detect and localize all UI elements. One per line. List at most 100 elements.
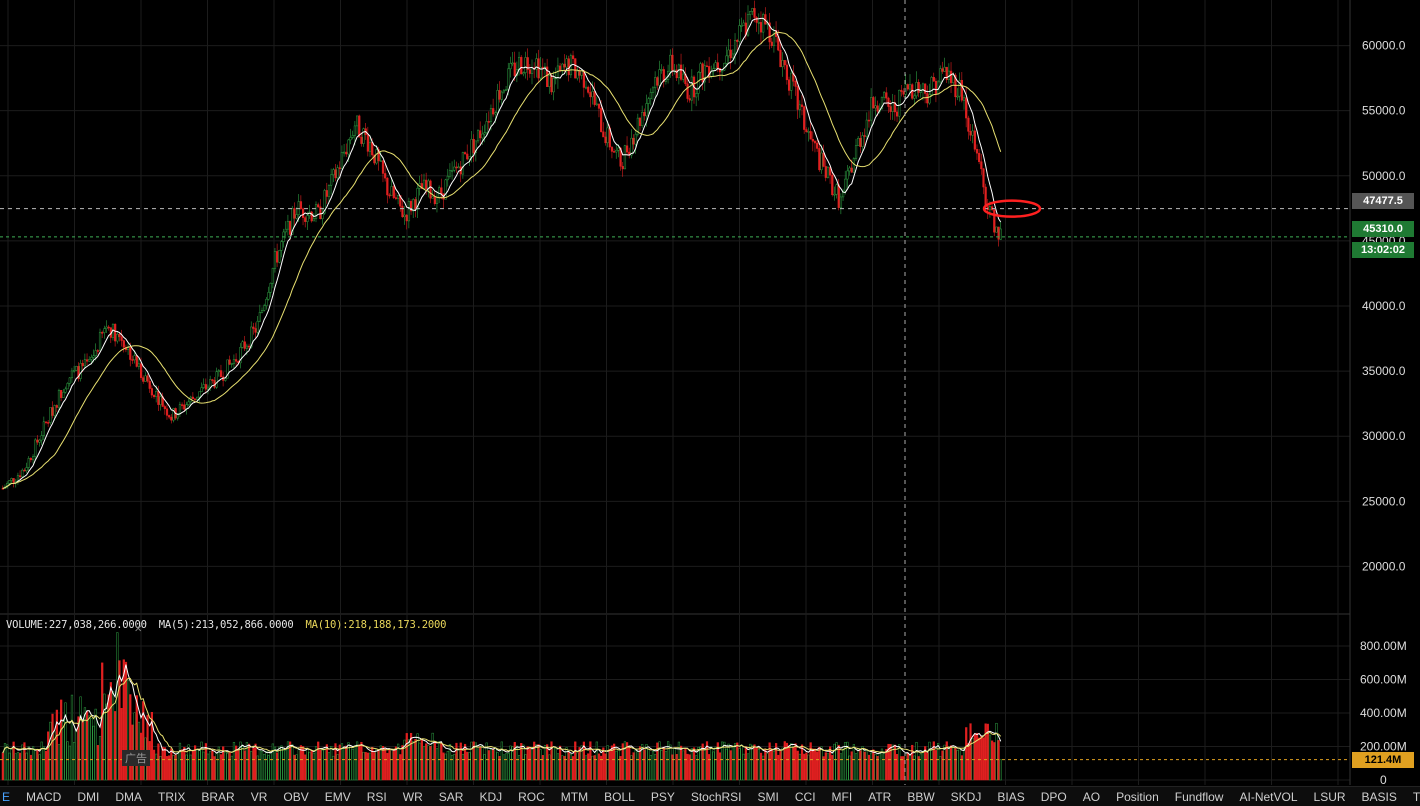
volume-bar xyxy=(880,748,884,781)
candle-body xyxy=(883,92,886,98)
candle-body xyxy=(401,205,404,218)
volume-bar xyxy=(619,756,622,781)
volume-bar xyxy=(239,741,242,781)
indicator-tab-cci[interactable]: CCI xyxy=(794,789,816,804)
volume-bar xyxy=(893,744,897,781)
candle-body xyxy=(485,121,488,133)
indicator-tab-stochrsi[interactable]: StochRSI xyxy=(690,789,742,804)
volume-bar xyxy=(451,754,454,781)
candle-body xyxy=(632,137,635,145)
indicator-tab-sar[interactable]: SAR xyxy=(438,789,464,804)
volume-bar xyxy=(470,741,473,781)
ad-label: 广告 xyxy=(122,750,150,766)
indicator-tab-skdj[interactable]: SKDJ xyxy=(950,789,982,804)
volume-bar xyxy=(232,741,236,781)
indicator-tab-dmi[interactable]: DMI xyxy=(77,789,100,804)
candle-body xyxy=(701,63,704,83)
indicator-tab-vr[interactable]: VR xyxy=(250,789,268,804)
candle-body xyxy=(496,90,499,113)
candle-body xyxy=(958,80,961,97)
candle-body xyxy=(55,405,58,408)
volume-bar xyxy=(798,753,801,781)
indicator-tab-wr[interactable]: WR xyxy=(402,789,423,804)
volume-bar xyxy=(453,754,456,781)
indicator-tab-ao[interactable]: AO xyxy=(1082,789,1101,804)
indicator-tab-trix[interactable]: TRIX xyxy=(158,789,186,804)
indicator-tab-kdj[interactable]: KDJ xyxy=(479,789,503,804)
volume-bar xyxy=(161,746,164,781)
indicator-tab-boll[interactable]: BOLL xyxy=(604,789,635,804)
candle-body xyxy=(530,67,534,74)
candle-body xyxy=(21,469,24,478)
volume-bar xyxy=(314,746,318,781)
volume-value: VOLUME:227,038,266.0000 xyxy=(6,619,147,631)
candle-body xyxy=(733,40,737,55)
candle-body xyxy=(90,356,93,360)
volume-bar xyxy=(34,748,37,781)
indicator-tab-tvolume[interactable]: TVolume xyxy=(1412,789,1420,804)
volume-bar xyxy=(68,745,71,781)
volume-bar xyxy=(515,745,519,781)
volume-bar xyxy=(792,747,795,781)
indicator-tab-lsur[interactable]: LSUR xyxy=(1313,789,1346,804)
candle-body xyxy=(738,25,741,42)
volume-bar xyxy=(831,755,834,781)
close-icon[interactable]: ✕ xyxy=(134,624,143,635)
indicator-tab-basis[interactable]: BASIS xyxy=(1361,789,1397,804)
candle-body xyxy=(353,125,357,136)
candle-body xyxy=(433,196,436,204)
indicator-tab-atr[interactable]: ATR xyxy=(868,789,892,804)
candle-body xyxy=(993,209,996,233)
indicator-tab-mfi[interactable]: MFI xyxy=(831,789,853,804)
volume-bar xyxy=(757,749,760,781)
indicator-tab-smi[interactable]: SMI xyxy=(757,789,779,804)
candle-body xyxy=(405,214,408,222)
candle-body xyxy=(122,340,125,348)
volume-bar xyxy=(826,753,830,781)
indicator-tab-e[interactable]: E xyxy=(2,789,11,804)
price-tick-label: 40000.0 xyxy=(1362,299,1406,313)
volume-bar xyxy=(718,752,722,781)
volume-bar xyxy=(852,744,855,781)
volume-bar xyxy=(457,749,460,781)
volume-bar xyxy=(986,723,989,781)
indicator-tab-bias[interactable]: BIAS xyxy=(997,789,1025,804)
volume-bar xyxy=(705,741,709,781)
volume-bar xyxy=(479,746,482,781)
indicator-tab-rsi[interactable]: RSI xyxy=(366,789,387,804)
volume-bar xyxy=(563,755,566,781)
volume-bar xyxy=(833,743,836,781)
indicator-tab-mtm[interactable]: MTM xyxy=(560,789,589,804)
candle-body xyxy=(818,148,821,171)
candle-body xyxy=(390,186,393,196)
volume-tick-label: 200.00M xyxy=(1360,740,1407,754)
candle-body xyxy=(224,377,227,381)
indicator-tab-macd[interactable]: MACD xyxy=(26,789,62,804)
candle-body xyxy=(27,458,30,468)
indicator-tab-psy[interactable]: PSY xyxy=(650,789,675,804)
indicator-tab-dma[interactable]: DMA xyxy=(115,789,143,804)
indicator-tab-obv[interactable]: OBV xyxy=(283,789,309,804)
indicator-tab-emv[interactable]: EMV xyxy=(324,789,351,804)
volume-bar xyxy=(636,751,639,781)
indicator-tab-fundflow[interactable]: Fundflow xyxy=(1174,789,1224,804)
candle-body xyxy=(472,138,475,153)
volume-bar xyxy=(301,746,305,781)
volume-bar xyxy=(181,749,184,781)
indicator-tab-position[interactable]: Position xyxy=(1116,789,1159,804)
volume-bar xyxy=(273,746,277,781)
indicator-tab-dpo[interactable]: DPO xyxy=(1040,789,1067,804)
indicator-tab-brar[interactable]: BRAR xyxy=(201,789,235,804)
volume-bar xyxy=(332,755,335,781)
volume-bar xyxy=(90,718,93,781)
indicator-tab-roc[interactable]: ROC xyxy=(518,789,545,804)
candle-body xyxy=(293,208,296,219)
candle-body xyxy=(859,137,862,147)
volume-bar xyxy=(265,751,268,781)
indicator-tab-ai-netvol[interactable]: AI-NetVOL xyxy=(1239,789,1298,804)
volume-bar xyxy=(36,749,39,781)
indicator-tab-bbw[interactable]: BBW xyxy=(907,789,935,804)
volume-bar xyxy=(669,744,672,781)
volume-bar xyxy=(202,751,205,781)
